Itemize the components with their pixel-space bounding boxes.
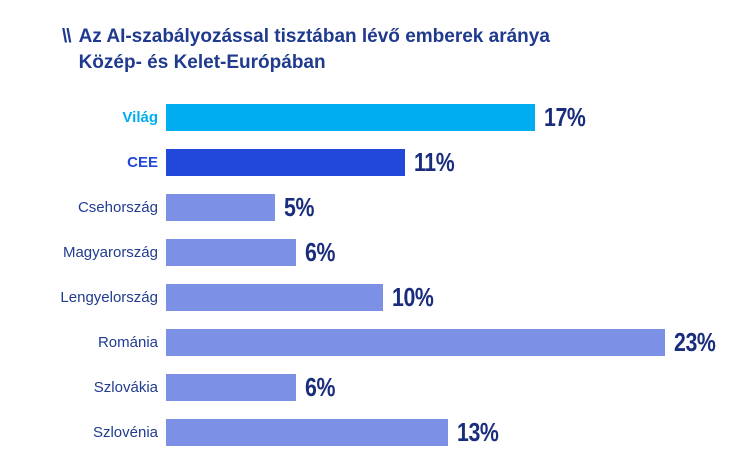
title-slash-mark: \\: [62, 26, 72, 47]
value-label: 17%: [544, 102, 586, 132]
bar: [166, 194, 275, 221]
chart-row: Lengyelország 10%: [38, 282, 740, 312]
category-label: Világ: [122, 109, 158, 126]
chart-row: Szlovénia 13%: [38, 417, 740, 447]
category-label: Csehország: [77, 199, 158, 216]
value-label: 11%: [414, 147, 455, 177]
value-label: 6%: [305, 372, 335, 402]
bar: [166, 284, 383, 311]
bar: [166, 419, 448, 446]
value-label: 10%: [392, 282, 434, 312]
chart-row: Románia 23%: [38, 327, 740, 357]
bar: [166, 374, 296, 401]
chart-row: Csehország 5%: [38, 192, 740, 222]
category-label: Szlovénia: [92, 424, 158, 441]
value-label: 5%: [284, 192, 314, 222]
category-label: Magyarország: [62, 244, 158, 261]
category-label: Románia: [97, 334, 158, 351]
category-label: Lengyelország: [60, 289, 158, 306]
chart-title: \\ Az AI-szabályozással tisztában lévő e…: [62, 24, 740, 76]
value-label: 13%: [457, 417, 499, 447]
chart-title-line2: Közép- és Kelet-Európában: [78, 52, 326, 73]
chart-title-line1: Az AI-szabályozással tisztában lévő embe…: [78, 26, 550, 47]
bar: [166, 329, 665, 356]
value-label: 23%: [674, 327, 716, 357]
chart-title-text: Az AI-szabályozással tisztában lévő embe…: [79, 24, 550, 76]
category-label: CEE: [127, 154, 158, 171]
chart-row: Magyarország 6%: [38, 237, 740, 267]
chart-row: Szlovákia 6%: [38, 372, 740, 402]
bar: [166, 239, 296, 266]
value-label: 6%: [305, 237, 335, 267]
bar: [166, 149, 405, 176]
bar-chart: Világ 17% CEE 11% Csehország 5% Magyarország 6%…: [38, 102, 740, 447]
chart-row: CEE 11%: [38, 147, 740, 177]
bar: [166, 104, 535, 131]
chart-row: Világ 17%: [38, 102, 740, 132]
category-label: Szlovákia: [93, 379, 158, 396]
